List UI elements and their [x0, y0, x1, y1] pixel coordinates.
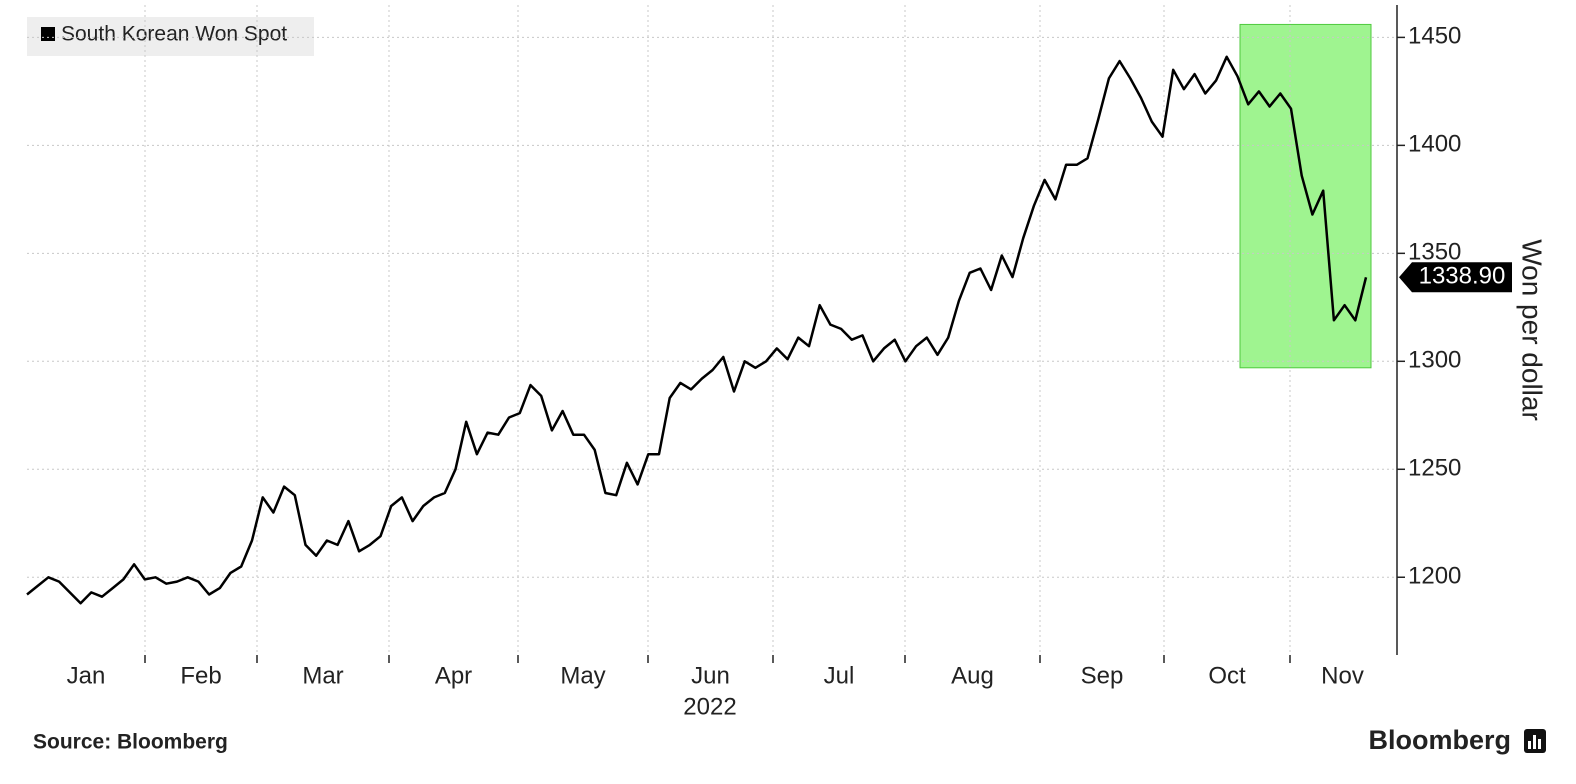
y-tick-label: 1250: [1408, 455, 1461, 482]
brand-icon: [1524, 729, 1546, 753]
brand: Bloomberg: [1368, 725, 1511, 755]
x-tick-label: Jan: [67, 662, 106, 689]
source: Source: Bloomberg: [33, 731, 228, 754]
x-axis-title: 2022: [683, 693, 736, 720]
x-tick-label: Jun: [691, 662, 730, 689]
y-tick-label: 1400: [1408, 131, 1461, 158]
legend-box: [27, 17, 314, 56]
x-tick-label: Apr: [435, 662, 472, 689]
legend-swatch: [41, 27, 55, 41]
x-tick-label: Aug: [951, 662, 994, 689]
y-tick-label: 1450: [1408, 23, 1461, 50]
x-tick-label: May: [560, 662, 605, 689]
x-tick-label: Feb: [180, 662, 221, 689]
x-tick-label: Oct: [1208, 662, 1246, 689]
y-tick-label: 1200: [1408, 563, 1461, 590]
x-tick-label: Jul: [824, 662, 855, 689]
legend-label: South Korean Won Spot: [61, 23, 287, 46]
last-value-label: 1338.90: [1419, 263, 1506, 290]
data-line: [26, 55, 1368, 605]
x-tick-label: Sep: [1081, 662, 1124, 689]
y-tick-label: 1350: [1408, 239, 1461, 266]
x-tick-label: Nov: [1321, 662, 1364, 689]
y-axis-title: Won per dollar: [1517, 239, 1548, 421]
x-tick-label: Mar: [302, 662, 343, 689]
y-tick-label: 1300: [1408, 347, 1461, 374]
last-value-tag: [1399, 262, 1512, 293]
